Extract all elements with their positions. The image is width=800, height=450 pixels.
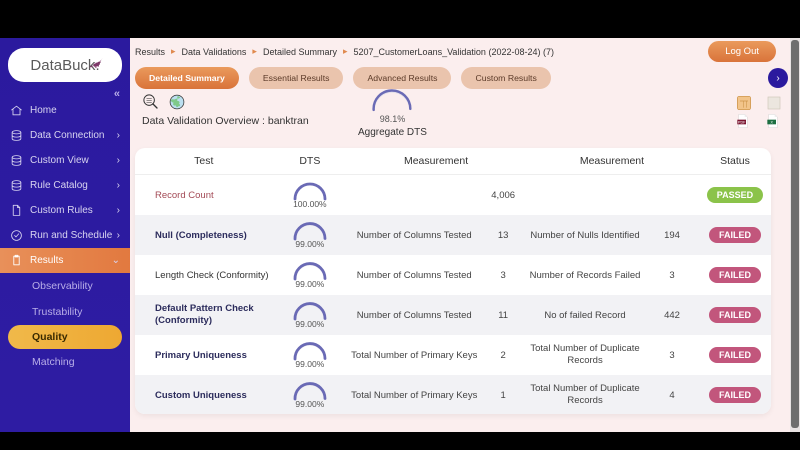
svg-text:PDF: PDF bbox=[738, 121, 746, 125]
